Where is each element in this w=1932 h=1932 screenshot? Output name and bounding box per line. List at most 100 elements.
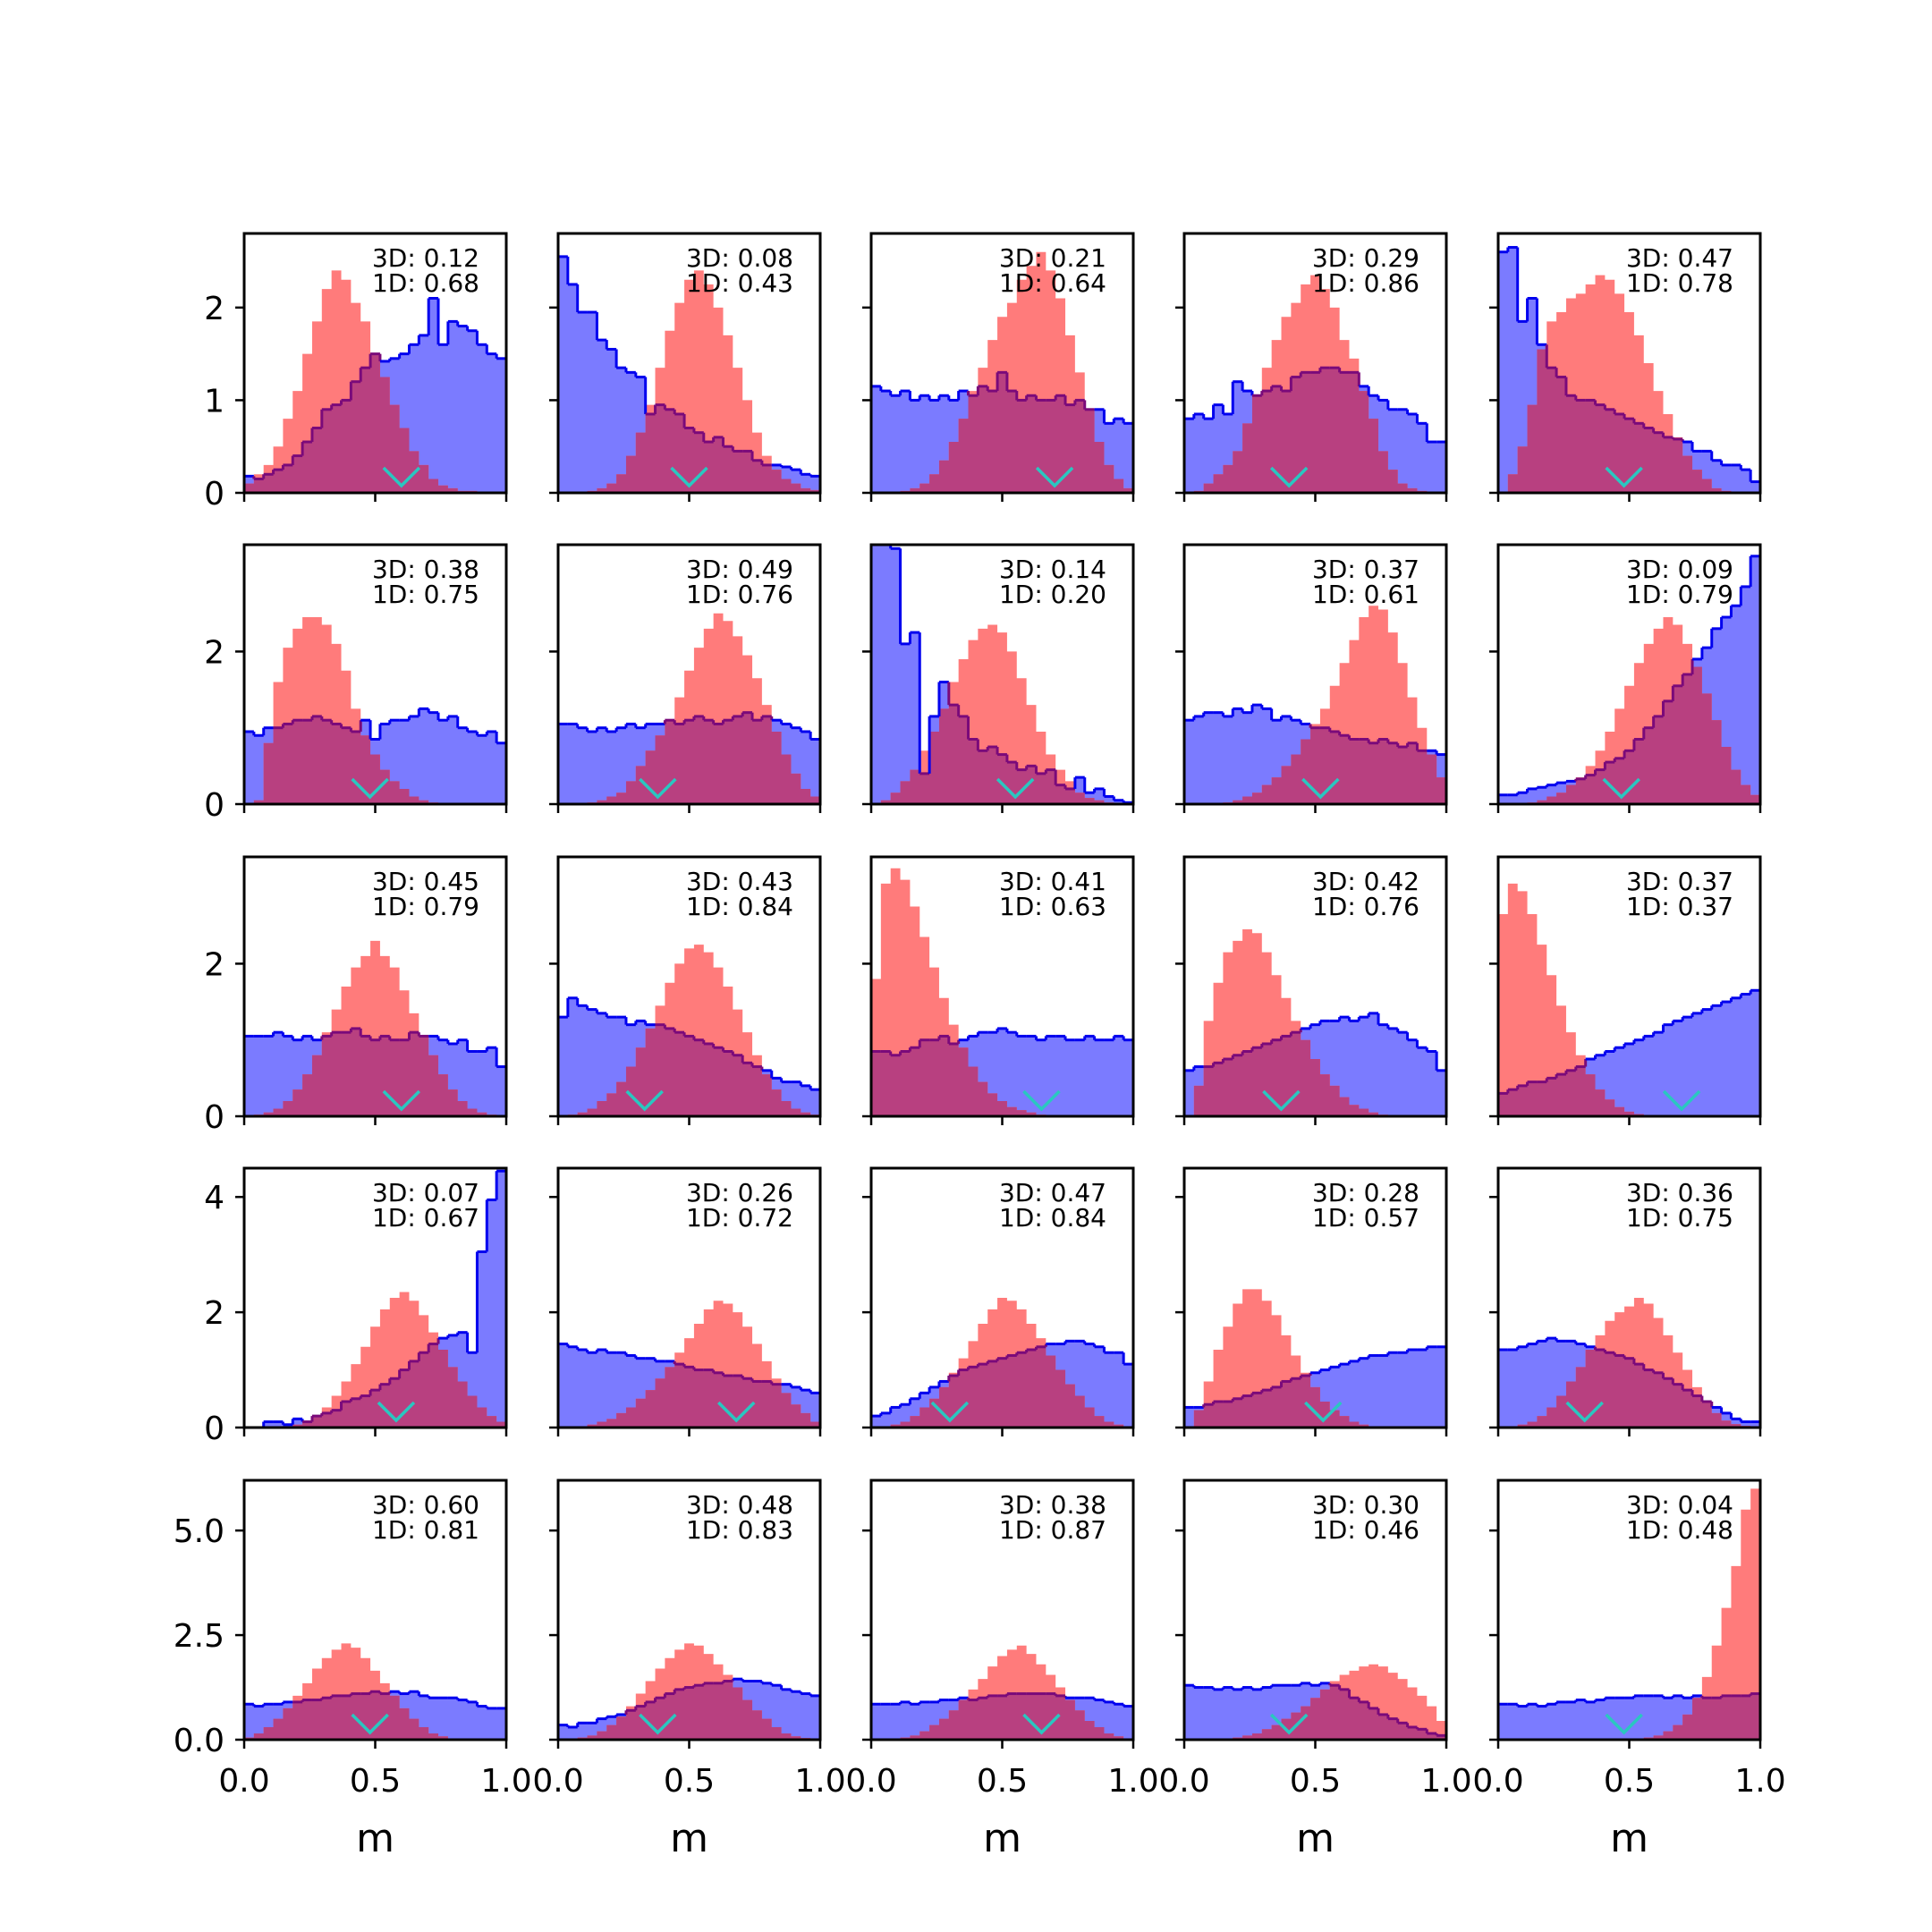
estimate-marker <box>351 777 389 800</box>
x-axis-label: m <box>983 1816 1021 1861</box>
annotation-1d: 1D: 0.87 <box>999 1515 1106 1545</box>
annotation-3d: 3D: 0.21 <box>999 243 1106 273</box>
y-tick-label: 1 <box>204 383 225 419</box>
annotation-3d: 3D: 0.29 <box>1312 243 1419 273</box>
estimate-marker <box>625 1089 664 1112</box>
overlap-hist-fill <box>871 372 1133 493</box>
estimate-marker <box>1304 1401 1343 1423</box>
overlap-hist-fill <box>1498 349 1760 493</box>
annotation-3d: 3D: 0.07 <box>372 1178 479 1208</box>
x-tick-label: 1.0 <box>794 1763 845 1800</box>
overlap-hist-fill <box>1498 1350 1760 1428</box>
y-tick-label: 2 <box>204 946 225 983</box>
annotation-1d: 1D: 0.64 <box>999 268 1106 298</box>
estimate-marker <box>377 1401 416 1423</box>
annotation-1d: 1D: 0.78 <box>1626 268 1733 298</box>
x-axis-label: m <box>356 1816 394 1861</box>
x-tick-label: 0.5 <box>350 1763 401 1800</box>
x-axis-label: m <box>1610 1816 1648 1861</box>
annotation-3d: 3D: 0.30 <box>1312 1490 1419 1520</box>
estimate-marker <box>1035 466 1074 488</box>
y-tick-label: 2 <box>204 291 225 327</box>
overlap-hist-fill <box>244 1343 506 1428</box>
annotation-3d: 3D: 0.47 <box>999 1178 1106 1208</box>
annotation-3d: 3D: 0.42 <box>1312 867 1419 896</box>
annotation-3d: 3D: 0.38 <box>999 1490 1106 1520</box>
overlap-hist-fill <box>1498 1066 1760 1116</box>
estimate-marker <box>930 1401 970 1423</box>
annotation-1d: 1D: 0.79 <box>1626 580 1733 609</box>
estimate-marker <box>1605 1713 1643 1735</box>
x-axis-label: m <box>1296 1816 1335 1861</box>
annotation-3d: 3D: 0.09 <box>1626 555 1733 584</box>
annotation-3d: 3D: 0.41 <box>999 867 1106 896</box>
annotation-3d: 3D: 0.04 <box>1626 1490 1733 1520</box>
annotation-3d: 3D: 0.45 <box>372 867 479 896</box>
y-tick-label: 0 <box>204 476 225 513</box>
annotation-1d: 1D: 0.48 <box>1626 1515 1733 1545</box>
x-tick-label: 0.0 <box>1158 1763 1209 1800</box>
estimate-marker <box>670 466 708 488</box>
annotation-1d: 1D: 0.20 <box>999 580 1106 609</box>
annotation-1d: 1D: 0.79 <box>372 892 479 921</box>
annotation-1d: 1D: 0.72 <box>686 1203 793 1233</box>
overlap-hist-fill <box>1184 1685 1446 1740</box>
x-tick-label: 0.0 <box>1472 1763 1523 1800</box>
overlap-hist-fill <box>558 1364 820 1428</box>
x-tick-label: 1.0 <box>1734 1763 1785 1800</box>
y-tick-label: 0 <box>204 1411 225 1447</box>
annotation-1d: 1D: 0.86 <box>1312 268 1419 298</box>
overlap-hist-fill <box>1498 666 1760 804</box>
y-tick-label: 2 <box>204 634 225 671</box>
annotation-1d: 1D: 0.84 <box>999 1203 1106 1233</box>
estimate-marker <box>639 777 677 800</box>
annotation-3d: 3D: 0.43 <box>686 867 793 896</box>
overlap-hist-fill <box>1498 1693 1760 1740</box>
x-tick-label: 0.5 <box>977 1763 1028 1800</box>
overlap-hist-fill <box>244 716 506 804</box>
x-tick-label: 0.5 <box>664 1763 715 1800</box>
red-hist-fill <box>1498 883 1760 1116</box>
overlap-hist-fill <box>1184 1032 1446 1116</box>
blue-hist-fill <box>558 256 820 493</box>
y-tick-label: 0 <box>204 787 225 824</box>
y-tick-label: 0.0 <box>174 1723 225 1759</box>
x-axis-label: m <box>670 1816 708 1861</box>
annotation-1d: 1D: 0.43 <box>686 268 793 298</box>
overlap-hist-fill <box>1184 727 1446 804</box>
annotation-1d: 1D: 0.83 <box>686 1515 793 1545</box>
annotation-1d: 1D: 0.68 <box>372 268 479 298</box>
overlap-hist-fill <box>1184 368 1446 493</box>
overlap-hist-fill <box>244 353 506 493</box>
x-tick-label: 0.5 <box>1290 1763 1341 1800</box>
annotation-3d: 3D: 0.08 <box>686 243 793 273</box>
estimate-marker <box>996 777 1035 800</box>
estimate-marker <box>382 466 421 488</box>
annotation-1d: 1D: 0.75 <box>1626 1203 1733 1233</box>
annotation-3d: 3D: 0.48 <box>686 1490 793 1520</box>
estimate-marker <box>1269 1713 1309 1735</box>
annotation-3d: 3D: 0.49 <box>686 555 793 584</box>
overlap-hist-fill <box>558 1024 820 1116</box>
red-hist-fill <box>1184 1289 1446 1428</box>
estimate-marker <box>1602 777 1640 800</box>
estimate-marker <box>717 1401 756 1423</box>
